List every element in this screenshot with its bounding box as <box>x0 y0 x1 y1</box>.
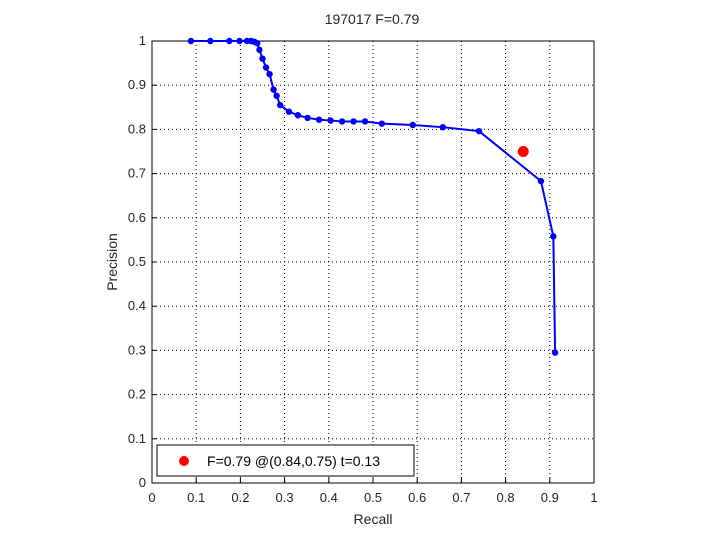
legend-label: F=0.79 @(0.84,0.75) t=0.13 <box>207 453 380 469</box>
data-point <box>276 101 284 109</box>
legend-best-point-marker <box>179 456 189 466</box>
data-point <box>550 233 557 240</box>
data-point <box>551 349 559 356</box>
data-point <box>315 116 323 123</box>
y-tick-label: 0.8 <box>128 121 146 136</box>
plot-frame <box>151 40 595 484</box>
data-point <box>350 118 357 125</box>
y-tick-label: 0.5 <box>128 254 146 269</box>
data-point <box>537 177 545 185</box>
best-f-point-layer <box>517 146 529 157</box>
data-point <box>475 127 483 135</box>
data-point <box>236 37 243 45</box>
data-point <box>256 46 263 54</box>
chart-title: 197017 F=0.79 <box>325 11 420 27</box>
data-point <box>439 123 447 131</box>
data-point <box>338 118 346 125</box>
x-tick-label: 0 <box>148 490 155 505</box>
data-point <box>378 120 386 127</box>
data-point <box>285 108 293 115</box>
data-point <box>226 37 233 45</box>
legend-box <box>156 444 415 477</box>
x-axis-label: Recall <box>354 511 393 527</box>
x-tick-label: 0.9 <box>541 490 559 505</box>
data-point <box>304 114 311 122</box>
y-tick-label: 0.7 <box>128 166 146 181</box>
x-tick-label: 0.4 <box>320 490 338 505</box>
y-tick-label: 0.2 <box>128 387 146 402</box>
y-tick-label: 0.1 <box>128 431 146 446</box>
y-tick-label: 0.6 <box>128 210 146 225</box>
data-point <box>273 92 280 100</box>
y-tick-label: 0.9 <box>128 77 146 92</box>
x-tick-label: 0.6 <box>408 490 426 505</box>
data-point <box>187 37 195 45</box>
x-tick-label: 0.2 <box>231 490 249 505</box>
y-tick-label: 0 <box>139 475 146 490</box>
y-tick-label: 0.4 <box>128 298 146 313</box>
y-tick-labels: 0 0.1 0.2 0.3 0.4 0.5 0.6 0.7 0.8 0.9 1 <box>128 33 146 490</box>
y-axis-label: Precision <box>104 233 120 291</box>
best-f-point <box>517 146 529 157</box>
x-tick-label: 1 <box>590 490 597 505</box>
x-tick-label: 0.1 <box>187 490 205 505</box>
x-tick-label: 0.3 <box>276 490 294 505</box>
x-tick-label: 0.7 <box>452 490 470 505</box>
data-point <box>207 37 214 45</box>
data-point <box>361 118 369 125</box>
legend: F=0.79 @(0.84,0.75) t=0.13 <box>156 444 415 477</box>
x-tick-labels: 0 0.1 0.2 0.3 0.4 0.5 0.6 0.7 0.8 0.9 1 <box>148 490 597 505</box>
data-point <box>327 117 334 124</box>
data-point <box>270 86 277 93</box>
data-point <box>262 64 270 71</box>
data-point <box>294 112 302 119</box>
y-tick-label: 0.3 <box>128 342 146 357</box>
y-tick-label: 1 <box>139 33 146 48</box>
data-point <box>254 40 261 47</box>
x-tick-label: 0.5 <box>364 490 382 505</box>
data-point <box>266 70 273 78</box>
data-point <box>409 121 416 129</box>
pr-series <box>187 37 559 356</box>
grid-lines <box>152 41 594 483</box>
data-point <box>259 55 266 62</box>
x-tick-label: 0.8 <box>497 490 515 505</box>
